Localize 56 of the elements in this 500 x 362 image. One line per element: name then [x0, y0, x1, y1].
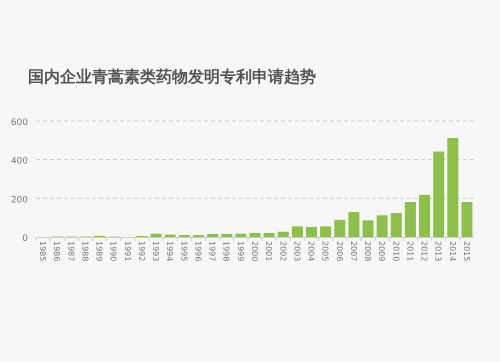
bar [419, 194, 430, 237]
x-tick-label: 1997 [208, 241, 217, 262]
x-tick-label: 1995 [179, 241, 188, 262]
x-tick-label: 1987 [66, 241, 76, 262]
bar [461, 202, 472, 237]
bar [348, 212, 360, 237]
bar [249, 232, 261, 237]
x-tick-label: 2008 [363, 241, 372, 262]
x-tick-label: 1996 [193, 241, 202, 262]
x-tick-label: 2005 [320, 241, 330, 262]
bar [278, 232, 289, 237]
x-tick-label: 2009 [377, 241, 386, 262]
bar [376, 215, 388, 237]
x-tick-label: 1992 [136, 241, 146, 262]
bar [362, 220, 374, 237]
y-tick-label: 600 [10, 118, 28, 128]
y-tick-label: 200 [10, 195, 28, 206]
x-tick-label: 1986 [52, 241, 62, 262]
bar [207, 234, 218, 237]
x-tick-label: 2003 [292, 241, 302, 262]
x-tick-label: 1993 [151, 241, 160, 262]
x-tick-label: 2012 [420, 241, 429, 262]
x-tick-label: 2000 [250, 241, 259, 262]
y-tick-label: 400 [10, 156, 28, 167]
x-tick-label: 2014 [448, 241, 457, 262]
x-tick-label: 2004 [306, 241, 316, 262]
x-tick-label: 1988 [80, 241, 90, 262]
bar [264, 232, 275, 237]
bar [235, 234, 246, 237]
bar [404, 202, 416, 237]
bar [221, 234, 232, 237]
x-tick-label: 1990 [108, 241, 118, 262]
x-tick-label: 2006 [334, 241, 344, 262]
x-tick-label: 1985 [38, 241, 48, 262]
bar [390, 213, 402, 237]
bar [433, 152, 444, 237]
x-tick-label: 2007 [348, 241, 358, 262]
x-tick-label: 1999 [236, 241, 245, 262]
bar [150, 234, 162, 237]
chart-title: 国内企业青蒿素类药物发明专利申请趋势 [28, 67, 316, 86]
bar [292, 226, 303, 237]
bar [320, 226, 332, 237]
x-tick-label: 2010 [391, 241, 400, 262]
x-tick-label: 1994 [165, 241, 174, 262]
x-tick-label: 1998 [222, 241, 231, 262]
x-tick-label: 2013 [434, 241, 443, 262]
y-tick-label: 0 [22, 234, 28, 244]
x-tick-label: 2011 [405, 241, 414, 262]
x-tick-label: 2002 [278, 241, 288, 262]
x-tick-label: 2015 [462, 241, 471, 262]
bar [334, 220, 346, 237]
bar [447, 138, 458, 237]
bar [306, 226, 318, 237]
x-tick-label: 1989 [94, 241, 104, 262]
x-tick-label: 2001 [264, 241, 274, 262]
x-tick-label: 1991 [122, 241, 132, 262]
